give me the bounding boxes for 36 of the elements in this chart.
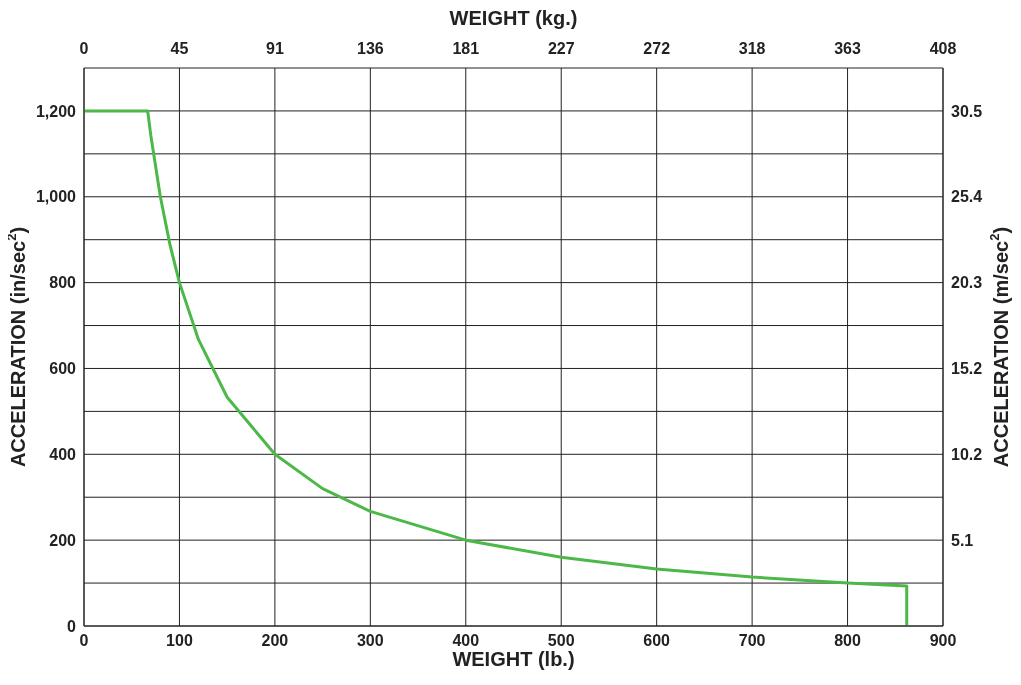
x-tick-label: 600	[643, 632, 671, 649]
x2-axis-title: WEIGHT (kg.)	[449, 7, 578, 30]
x-tick-label: 200	[261, 632, 289, 649]
x2-tick-label: 318	[738, 40, 766, 57]
x-tick-label: 700	[738, 632, 766, 649]
x-tick-label: 400	[452, 632, 480, 649]
x-axis-title: WEIGHT (lb.)	[452, 648, 575, 671]
x2-tick-label: 227	[547, 40, 575, 57]
y-tick-label: 1,000	[35, 188, 77, 206]
x-tick-label: 300	[356, 632, 384, 649]
x-tick-label: 0	[79, 632, 89, 649]
y-tick-label: 200	[49, 531, 77, 549]
x-tick-label: 100	[166, 632, 193, 649]
y-tick-label: 800	[49, 274, 77, 292]
x2-tick-label: 45	[170, 40, 189, 57]
x2-tick-label: 0	[79, 40, 89, 57]
y-tick-label: 400	[49, 445, 77, 463]
y2-tick-label: 10.2	[951, 445, 983, 463]
x-tick-label: 900	[929, 632, 957, 649]
x2-tick-label: 136	[356, 40, 384, 57]
y-tick-label: 1,200	[35, 102, 77, 120]
x2-tick-label: 408	[929, 40, 957, 57]
x-tick-label: 500	[547, 632, 575, 649]
y2-tick-label: 30.5	[951, 102, 983, 120]
y-tick-label: 0	[67, 617, 77, 635]
y-tick-label: 600	[49, 360, 77, 378]
y2-tick-label: 15.2	[951, 360, 983, 378]
y2-tick-label: 25.4	[951, 188, 983, 206]
x2-tick-label: 91	[266, 40, 284, 57]
x-tick-label: 800	[834, 632, 861, 649]
y2-tick-label: 20.3	[951, 274, 983, 292]
line-series	[84, 109, 909, 626]
x2-tick-label: 363	[834, 40, 861, 57]
x2-tick-label: 181	[452, 40, 480, 57]
y2-tick-label: 5.1	[951, 531, 974, 549]
x2-tick-label: 272	[643, 40, 671, 57]
